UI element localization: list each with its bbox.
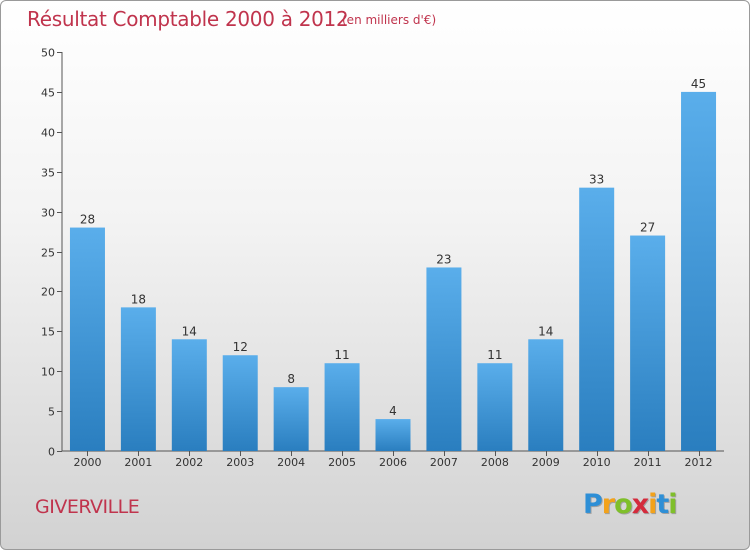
- data-label-2000: 28: [80, 213, 95, 227]
- y-tick-label: 5: [48, 406, 55, 419]
- y-tick-label: 35: [41, 167, 55, 180]
- data-label-2005: 11: [334, 348, 349, 362]
- data-label-2006: 4: [389, 404, 397, 418]
- data-label-2002: 14: [182, 324, 197, 338]
- x-tick-label: 2002: [175, 456, 203, 469]
- y-tick-label: 25: [41, 247, 55, 260]
- logo-letter: P: [583, 489, 603, 520]
- x-tick-label: 2011: [634, 456, 662, 469]
- x-tick-label: 2005: [328, 456, 356, 469]
- data-label-2011: 27: [640, 221, 655, 235]
- logo-letter: r: [601, 489, 615, 520]
- bar-2003: [222, 355, 258, 451]
- chart-subtitle: (en milliers d'€): [342, 13, 437, 27]
- x-tick-label: 2007: [430, 456, 458, 469]
- bar-2001: [120, 307, 156, 451]
- bar-2007: [426, 267, 462, 451]
- logo-letter: t: [656, 489, 669, 520]
- bar-2005: [324, 363, 360, 451]
- data-label-2007: 23: [436, 252, 451, 266]
- logo-letter: x: [631, 489, 649, 520]
- bar-2010: [579, 187, 615, 451]
- x-tick-label: 2010: [583, 456, 611, 469]
- data-label-2004: 8: [287, 372, 295, 386]
- x-tick-label: 2009: [532, 456, 560, 469]
- y-tick-label: 40: [41, 127, 55, 140]
- data-label-2003: 12: [233, 340, 248, 354]
- logo-letter: o: [614, 489, 633, 520]
- data-label-2009: 14: [538, 324, 553, 338]
- bar-2000: [69, 227, 105, 451]
- y-tick-label: 0: [48, 446, 55, 459]
- bar-2009: [528, 339, 564, 451]
- logo-letter: i: [648, 489, 657, 520]
- x-tick-label: 2004: [277, 456, 305, 469]
- axes: 0 5 10 15 20 25 30 35 40 45 50 2000 2001 2002 2003 2004…: [41, 47, 724, 469]
- bars: 28 18 14 12 8 11 4 23 11 14 33 27 45: [69, 77, 717, 452]
- y-tick-label: 10: [41, 366, 55, 379]
- bar-2011: [630, 235, 666, 451]
- y-tick-label: 30: [41, 207, 55, 220]
- commune-name: GIVERVILLE: [35, 496, 140, 518]
- x-tick-label: 2001: [124, 456, 152, 469]
- data-label-2010: 33: [589, 173, 604, 187]
- bar-2012: [681, 91, 717, 452]
- x-tick-label: 2003: [226, 456, 254, 469]
- x-tick-label: 2000: [73, 456, 101, 469]
- chart-title: Résultat Comptable 2000 à 2012: [27, 7, 349, 31]
- data-label-2001: 18: [131, 292, 146, 306]
- bar-2008: [477, 363, 513, 451]
- bar-chart: 0 5 10 15 20 25 30 35 40 45 50 2000 2001 2002 2003 2004…: [41, 47, 724, 469]
- x-tick-label: 2006: [379, 456, 407, 469]
- y-tick-label: 50: [41, 47, 55, 60]
- x-tick-label: 2008: [481, 456, 509, 469]
- data-label-2008: 11: [487, 348, 502, 362]
- y-tick-label: 20: [41, 286, 55, 299]
- bar-2004: [273, 387, 309, 451]
- y-tick-label: 15: [41, 326, 55, 339]
- proxiti-logo: Proxiti: [583, 489, 678, 520]
- data-label-2012: 45: [691, 77, 706, 91]
- y-tick-label: 45: [41, 87, 55, 100]
- bar-2006: [375, 419, 411, 451]
- x-tick-label: 2012: [685, 456, 713, 469]
- bar-2002: [171, 339, 207, 451]
- logo-letter: i: [668, 489, 677, 520]
